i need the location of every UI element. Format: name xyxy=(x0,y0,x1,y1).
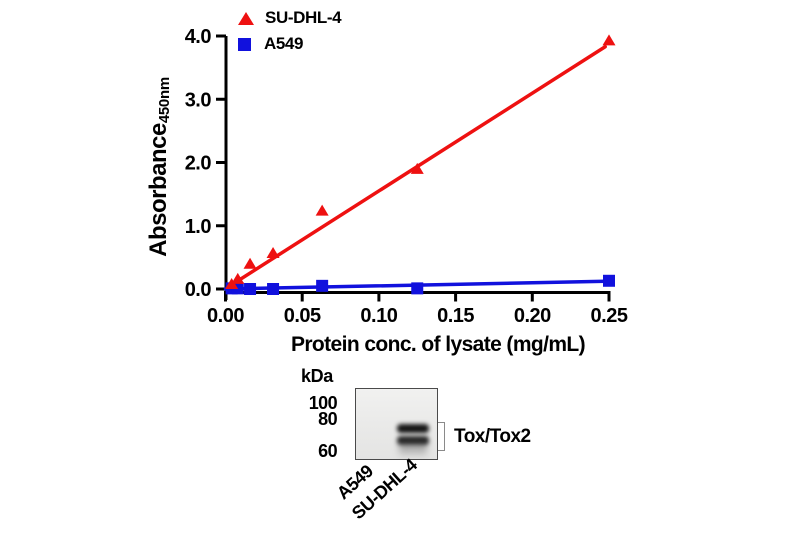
x-tick-label: 0.25 xyxy=(591,305,628,327)
blot-image xyxy=(355,388,438,460)
y-axis-label-subscript: 450nm xyxy=(156,77,173,124)
blue-square-marker-icon xyxy=(238,37,251,51)
blot-band-upper xyxy=(397,424,429,433)
legend-label-a549: A549 xyxy=(264,34,304,53)
red-triangle-marker-icon xyxy=(238,11,254,25)
x-tick-label: 0.20 xyxy=(514,305,551,327)
y-tick-label: 3.0 xyxy=(185,89,212,111)
data-point-A549 xyxy=(267,283,280,295)
elisa-chart: 0.0 1.0 2.0 3.0 4.0 0.00 0.05 0.10 0.15 0.20 0.25 xyxy=(185,26,629,327)
y-tick-label: 1.0 xyxy=(185,216,212,238)
x-tick-label: 0.15 xyxy=(437,305,474,327)
y-axis-label: Absorbance450nm xyxy=(145,62,175,272)
blot-band-lower xyxy=(397,436,429,445)
band-label: Tox/Tox2 xyxy=(454,426,531,447)
data-point-A549 xyxy=(603,274,615,287)
x-tick-label: 0.00 xyxy=(207,305,244,327)
data-point-A549 xyxy=(316,279,329,292)
legend-item-su-dhl-4: SU-DHL-4 xyxy=(238,5,342,31)
kda-marker-60: 60 xyxy=(318,441,337,461)
blot-band-smear xyxy=(399,443,427,458)
y-tick-label: 0.0 xyxy=(185,279,212,301)
data-point-SU-DHL-4 xyxy=(243,257,257,269)
data-point-SU-DHL-4 xyxy=(231,272,245,284)
y-axis-label-text: Absorbance xyxy=(145,123,172,257)
kda-marker-100: 100 xyxy=(308,393,338,413)
x-axis-label: Protein conc. of lysate (mg/mL) xyxy=(290,333,586,356)
band-bracket xyxy=(438,422,445,451)
chart-legend: SU-DHL-4 A549 xyxy=(238,5,342,57)
legend-label-su-dhl-4: SU-DHL-4 xyxy=(265,8,342,27)
y-tick-label: 2.0 xyxy=(185,153,212,175)
data-point-A549 xyxy=(411,282,424,295)
legend-item-a549: A549 xyxy=(238,31,341,57)
kda-unit-label: kDa xyxy=(301,366,333,386)
data-point-SU-DHL-4 xyxy=(315,204,329,216)
data-point-SU-DHL-4 xyxy=(266,246,280,258)
data-point-SU-DHL-4 xyxy=(602,34,616,46)
y-tick-label: 4.0 xyxy=(185,26,212,48)
x-tick-label: 0.05 xyxy=(284,305,321,327)
data-point-A549 xyxy=(244,283,257,295)
kda-marker-80: 80 xyxy=(318,409,337,429)
x-tick-label: 0.10 xyxy=(360,305,397,327)
data-point-SU-DHL-4 xyxy=(410,162,424,174)
